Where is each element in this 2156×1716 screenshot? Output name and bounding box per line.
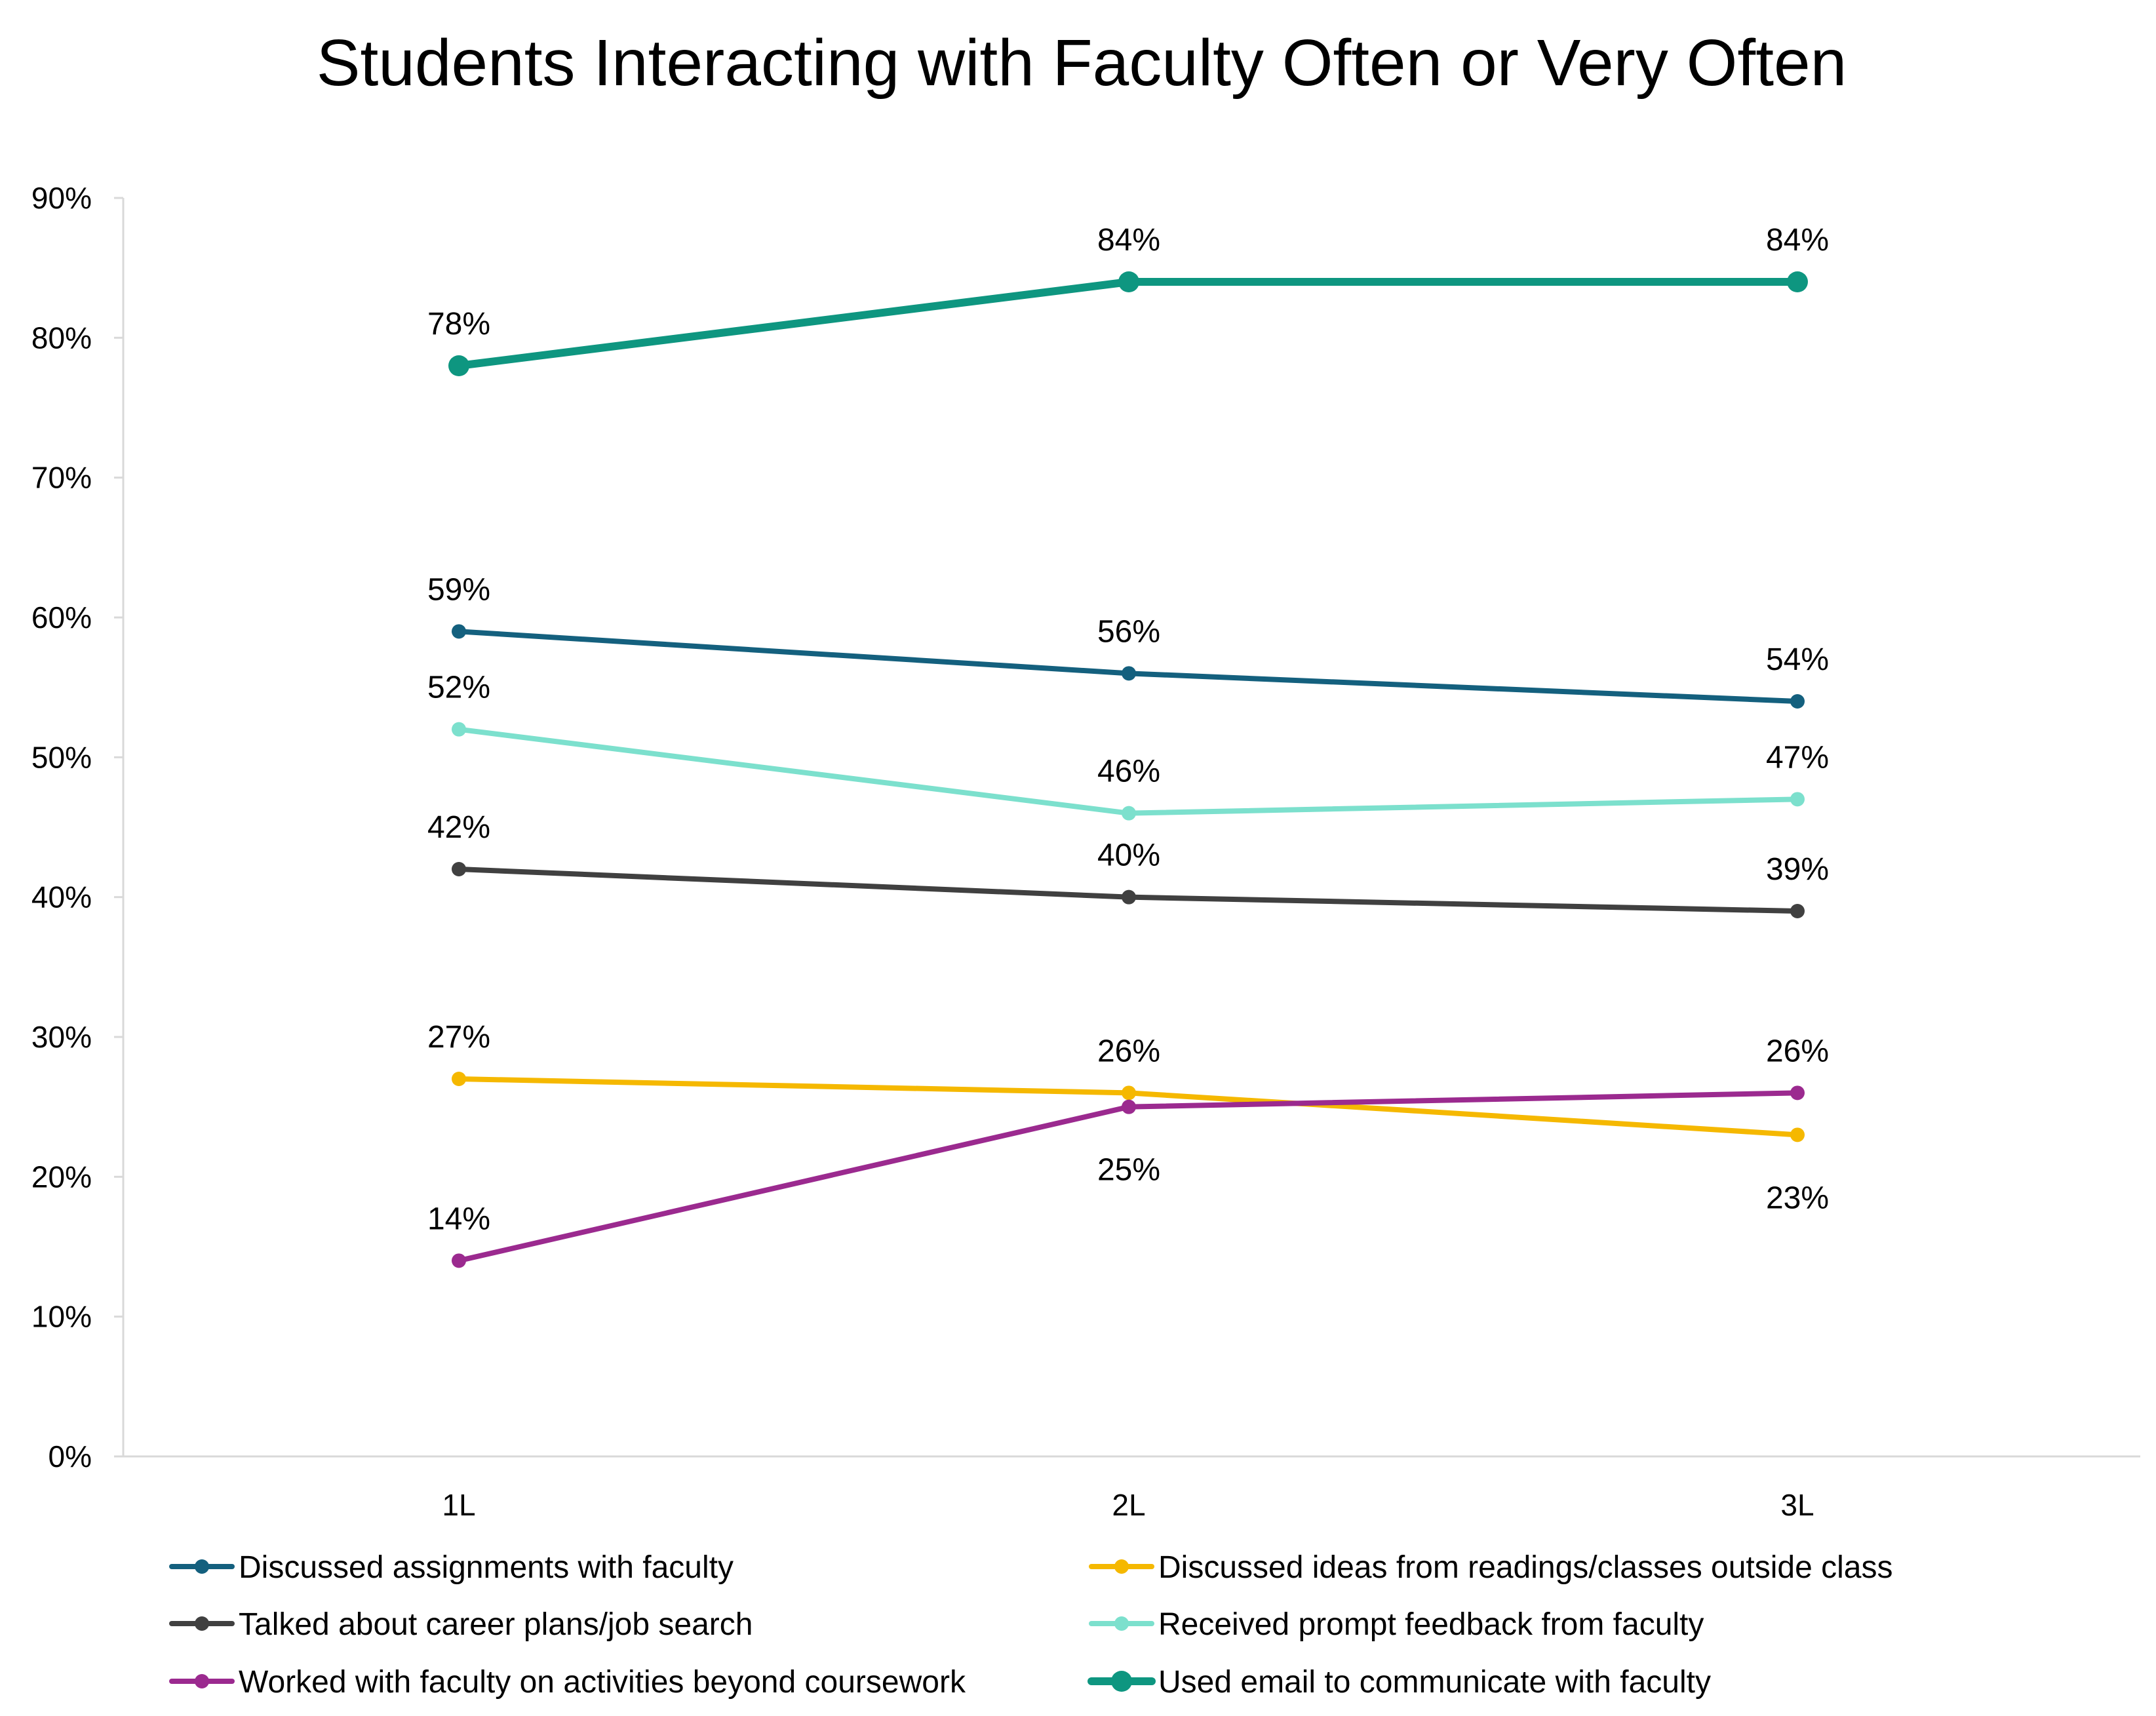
legend-swatch-marker — [1114, 1559, 1129, 1574]
legend-swatch-marker — [1114, 1616, 1129, 1631]
data-label-received-prompt-feedback-from-faculty: 52% — [427, 671, 490, 705]
data-point-discussed-ideas-from-readings-classes-outside-class — [1790, 1127, 1805, 1142]
legend-label: Discussed ideas from readings/classes ou… — [1158, 1550, 1893, 1585]
data-label-discussed-ideas-from-readings-classes-outside-class: 26% — [1097, 1034, 1160, 1068]
legend-label: Discussed assignments with faculty — [239, 1550, 734, 1585]
chart-title: Students Interacting with Faculty Often … — [317, 26, 1847, 100]
data-point-received-prompt-feedback-from-faculty — [1790, 792, 1805, 807]
x-tick-label: 2L — [1112, 1488, 1145, 1522]
data-point-talked-about-career-plans-job-search — [452, 862, 466, 876]
data-label-discussed-ideas-from-readings-classes-outside-class: 27% — [427, 1020, 490, 1055]
series-line-used-email-to-communicate-with-faculty — [455, 278, 1801, 370]
data-point-received-prompt-feedback-from-faculty — [1122, 806, 1136, 821]
data-label-discussed-assignments-with-faculty: 56% — [1097, 614, 1160, 649]
data-point-discussed-ideas-from-readings-classes-outside-class — [452, 1072, 466, 1086]
legend-item-worked-with-faculty-on-activities-beyond-coursework: Worked with faculty on activities beyond… — [169, 1665, 966, 1700]
data-label-used-email-to-communicate-with-faculty: 78% — [427, 307, 490, 341]
data-point-discussed-assignments-with-faculty — [452, 624, 466, 639]
data-point-used-email-to-communicate-with-faculty — [1787, 271, 1808, 292]
legend-item-used-email-to-communicate-with-faculty: Used email to communicate with faculty — [1088, 1665, 1711, 1700]
data-labels: 59% 56% 54% 27% 26% 23% 42% 40% 39% 52% 46% 47% 14% 2… — [427, 223, 1829, 1236]
data-point-talked-about-career-plans-job-search — [1790, 904, 1805, 918]
legend-item-discussed-assignments-with-faculty: Discussed assignments with faculty — [169, 1550, 734, 1585]
data-label-used-email-to-communicate-with-faculty: 84% — [1766, 223, 1829, 258]
data-label-worked-with-faculty-on-activities-beyond-coursework: 25% — [1097, 1153, 1160, 1188]
x-tick-label: 1L — [442, 1488, 475, 1522]
legend-item-discussed-ideas-from-readings-classes-outside-class: Discussed ideas from readings/classes ou… — [1089, 1550, 1893, 1585]
y-tick-label: 20% — [31, 1160, 92, 1194]
legend-label: Worked with faculty on activities beyond… — [239, 1665, 966, 1700]
y-tick-label: 30% — [31, 1020, 92, 1054]
y-tick-label: 80% — [31, 321, 92, 355]
data-point-worked-with-faculty-on-activities-beyond-coursework — [1122, 1099, 1136, 1114]
data-label-discussed-assignments-with-faculty: 54% — [1766, 642, 1829, 677]
data-label-worked-with-faculty-on-activities-beyond-coursework: 26% — [1766, 1034, 1829, 1068]
y-tick-label: 40% — [31, 880, 92, 914]
y-tick-label: 60% — [31, 600, 92, 634]
data-point-talked-about-career-plans-job-search — [1122, 889, 1136, 905]
data-label-talked-about-career-plans-job-search: 39% — [1766, 852, 1829, 887]
data-point-discussed-assignments-with-faculty — [1122, 666, 1136, 681]
series-points — [448, 271, 1808, 1268]
legend-swatch-marker — [195, 1559, 209, 1574]
legend-label: Received prompt feedback from faculty — [1158, 1607, 1704, 1642]
data-point-worked-with-faculty-on-activities-beyond-coursework — [452, 1253, 466, 1268]
legend-swatch-marker — [195, 1674, 209, 1688]
y-tick-label: 70% — [31, 461, 92, 495]
data-point-discussed-ideas-from-readings-classes-outside-class — [1122, 1085, 1136, 1101]
data-label-discussed-assignments-with-faculty: 59% — [427, 572, 490, 607]
data-point-used-email-to-communicate-with-faculty — [1118, 271, 1139, 292]
y-tick-label: 0% — [49, 1439, 92, 1473]
x-tick-label: 3L — [1780, 1488, 1814, 1522]
data-label-discussed-ideas-from-readings-classes-outside-class: 23% — [1766, 1180, 1829, 1215]
data-point-received-prompt-feedback-from-faculty — [452, 722, 466, 737]
legend-label: Talked about career plans/job search — [239, 1607, 753, 1642]
data-label-received-prompt-feedback-from-faculty: 46% — [1097, 754, 1160, 789]
data-point-discussed-assignments-with-faculty — [1790, 694, 1805, 709]
data-label-talked-about-career-plans-job-search: 42% — [427, 810, 490, 845]
data-point-used-email-to-communicate-with-faculty — [448, 355, 469, 376]
legend: Discussed assignments with faculty Discus… — [169, 1550, 1893, 1700]
data-label-received-prompt-feedback-from-faculty: 47% — [1766, 740, 1829, 775]
y-tick-label: 90% — [31, 181, 92, 215]
y-tick-label: 50% — [31, 740, 92, 774]
legend-swatch-marker — [195, 1616, 209, 1631]
data-label-worked-with-faculty-on-activities-beyond-coursework: 14% — [427, 1201, 490, 1236]
y-tick-label: 10% — [31, 1300, 92, 1334]
data-label-talked-about-career-plans-job-search: 40% — [1097, 838, 1160, 873]
axes: 0% 10% 20% 30% 40% 50% 60% 70% 80% 90% 1L 2L 3L — [31, 181, 2140, 1522]
legend-label: Used email to communicate with faculty — [1158, 1665, 1711, 1700]
legend-item-received-prompt-feedback-from-faculty: Received prompt feedback from faculty — [1089, 1607, 1704, 1642]
legend-swatch-marker — [1111, 1671, 1132, 1692]
data-label-used-email-to-communicate-with-faculty: 84% — [1097, 223, 1160, 258]
data-point-worked-with-faculty-on-activities-beyond-coursework — [1790, 1085, 1805, 1101]
legend-item-talked-about-career-plans-job-search: Talked about career plans/job search — [169, 1607, 753, 1642]
